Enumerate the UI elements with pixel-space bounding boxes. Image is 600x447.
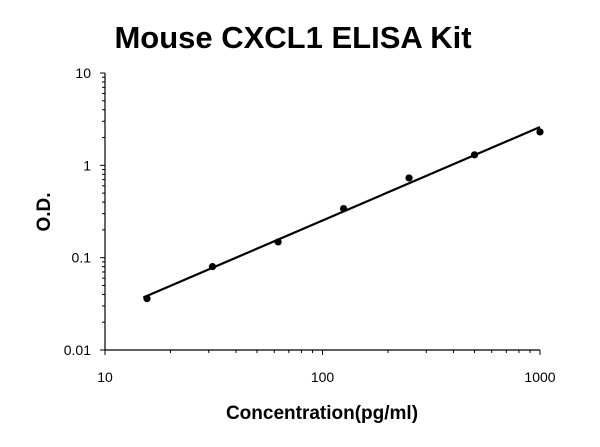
x-tick-label: 100 (311, 369, 335, 385)
data-point (470, 151, 479, 159)
x-tick-label: 1000 (524, 369, 555, 385)
y-axis-title: O.D. (34, 192, 55, 231)
y-tick-label: 0.01 (64, 342, 91, 358)
data-point (274, 238, 282, 246)
x-tick-label: 10 (97, 369, 113, 385)
data-point (143, 295, 151, 303)
x-axis-title: Concentration(pg/ml) (226, 403, 418, 424)
y-tick-label: 10 (75, 65, 91, 81)
data-point (536, 128, 544, 136)
data-point (208, 263, 217, 271)
trendline (142, 126, 541, 299)
data-point (339, 204, 348, 213)
y-tick-label: 0.1 (72, 250, 92, 266)
plot-area: 10 100 1000 0.01 0.1 1 10 (64, 65, 556, 385)
y-tick-label: 1 (83, 157, 91, 173)
chart-title: Mouse CXCL1 ELISA Kit (114, 20, 471, 55)
data-point (405, 174, 413, 182)
